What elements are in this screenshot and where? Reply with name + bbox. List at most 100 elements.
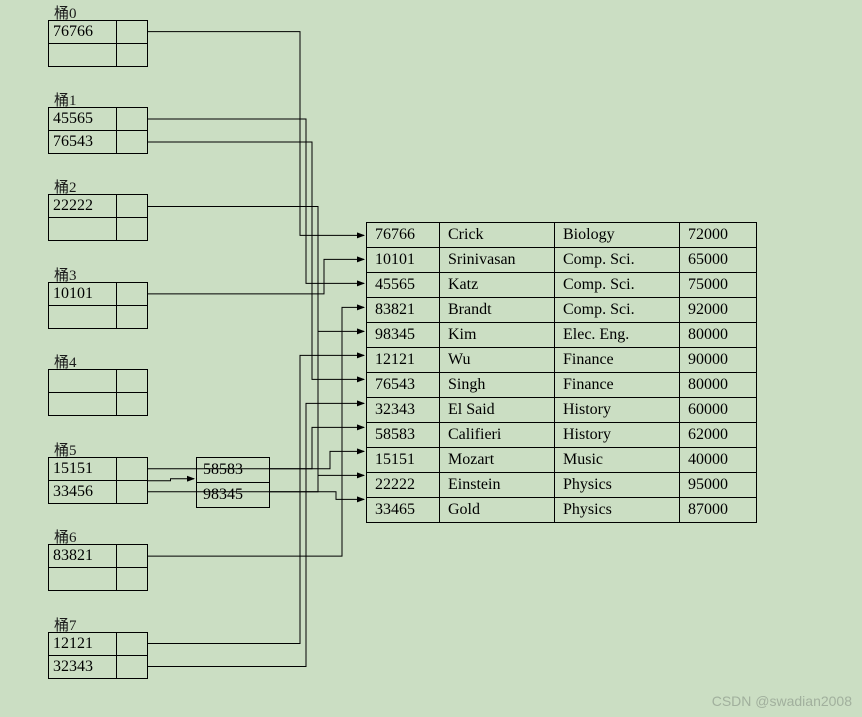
table-cell: 83821 — [367, 298, 440, 323]
bucket-key — [49, 393, 117, 415]
table-cell: El Said — [440, 398, 555, 423]
pointer-arrow — [147, 259, 364, 294]
table-cell: Comp. Sci. — [555, 298, 680, 323]
table-cell: 90000 — [680, 348, 757, 373]
table-cell: Physics — [555, 498, 680, 523]
table-cell: 60000 — [680, 398, 757, 423]
table-cell: 98345 — [367, 323, 440, 348]
table-cell: Elec. Eng. — [555, 323, 680, 348]
bucket-pointer-cell — [117, 633, 147, 655]
table-cell: Katz — [440, 273, 555, 298]
table-cell: 72000 — [680, 223, 757, 248]
table-cell: 15151 — [367, 448, 440, 473]
bucket-key — [49, 370, 117, 392]
bucket-pointer-cell — [117, 393, 147, 415]
bucket-pointer-cell — [117, 131, 147, 153]
bucket-key: 33456 — [49, 481, 117, 503]
table-cell: History — [555, 423, 680, 448]
table-cell: Comp. Sci. — [555, 248, 680, 273]
table-cell: 40000 — [680, 448, 757, 473]
table-cell: 62000 — [680, 423, 757, 448]
table-cell: Gold — [440, 498, 555, 523]
table-row: 98345KimElec. Eng.80000 — [367, 323, 757, 348]
table-row: 15151MozartMusic40000 — [367, 448, 757, 473]
table-cell: Biology — [555, 223, 680, 248]
bucket-key: 76543 — [49, 131, 117, 153]
table-cell: Crick — [440, 223, 555, 248]
bucket-key: 83821 — [49, 545, 117, 567]
table-cell: Califieri — [440, 423, 555, 448]
pointer-arrow — [147, 32, 364, 236]
bucket: 10101 — [48, 282, 148, 329]
bucket: 83821 — [48, 544, 148, 591]
table-cell: Wu — [440, 348, 555, 373]
table-cell: 12121 — [367, 348, 440, 373]
bucket: 1212132343 — [48, 632, 148, 679]
table-cell: 80000 — [680, 323, 757, 348]
table-cell: 92000 — [680, 298, 757, 323]
table-cell: 65000 — [680, 248, 757, 273]
table-cell: Mozart — [440, 448, 555, 473]
bucket: 1515133456 — [48, 457, 148, 504]
table-cell: 45565 — [367, 273, 440, 298]
data-table: 76766CrickBiology7200010101SrinivasanCom… — [366, 222, 757, 523]
table-cell: 22222 — [367, 473, 440, 498]
table-cell: 76543 — [367, 373, 440, 398]
overflow-key: 58583 — [197, 458, 269, 483]
bucket-key: 22222 — [49, 195, 117, 217]
bucket-pointer-cell — [117, 218, 147, 240]
bucket-key: 12121 — [49, 633, 117, 655]
watermark: CSDN @swadian2008 — [712, 693, 852, 709]
pointer-arrow — [147, 119, 364, 283]
table-cell: Srinivasan — [440, 248, 555, 273]
bucket-key: 45565 — [49, 108, 117, 130]
bucket-key — [49, 218, 117, 240]
table-cell: Brandt — [440, 298, 555, 323]
table-row: 58583CalifieriHistory62000 — [367, 423, 757, 448]
pointer-arrow — [147, 403, 364, 666]
pointer-arrow — [147, 307, 364, 556]
pointer-arrow — [147, 142, 364, 379]
bucket-key — [49, 44, 117, 66]
table-row: 45565KatzComp. Sci.75000 — [367, 273, 757, 298]
table-cell: 87000 — [680, 498, 757, 523]
table-row: 76766CrickBiology72000 — [367, 223, 757, 248]
bucket: 22222 — [48, 194, 148, 241]
table-cell: 10101 — [367, 248, 440, 273]
table-row: 76543SinghFinance80000 — [367, 373, 757, 398]
table-row: 32343El SaidHistory60000 — [367, 398, 757, 423]
bucket: 4556576543 — [48, 107, 148, 154]
bucket-key — [49, 568, 117, 590]
table-cell: Finance — [555, 373, 680, 398]
bucket-pointer-cell — [117, 283, 147, 305]
bucket: 76766 — [48, 20, 148, 67]
table-cell: 95000 — [680, 473, 757, 498]
table-cell: 76766 — [367, 223, 440, 248]
bucket-pointer-cell — [117, 568, 147, 590]
table-cell: 80000 — [680, 373, 757, 398]
table-cell: Finance — [555, 348, 680, 373]
overflow-bucket: 5858398345 — [196, 457, 270, 508]
bucket-pointer-cell — [117, 21, 147, 43]
table-cell: Kim — [440, 323, 555, 348]
bucket-key: 76766 — [49, 21, 117, 43]
table-row: 83821BrandtComp. Sci.92000 — [367, 298, 757, 323]
bucket-key — [49, 306, 117, 328]
bucket — [48, 369, 148, 416]
bucket-key: 10101 — [49, 283, 117, 305]
table-row: 33465GoldPhysics87000 — [367, 498, 757, 523]
bucket-pointer-cell — [117, 306, 147, 328]
table-cell: 33465 — [367, 498, 440, 523]
pointer-arrow — [147, 479, 194, 481]
table-row: 12121WuFinance90000 — [367, 348, 757, 373]
table-cell: Comp. Sci. — [555, 273, 680, 298]
pointer-arrow — [147, 206, 364, 475]
bucket-key: 32343 — [49, 656, 117, 678]
table-row: 10101SrinivasanComp. Sci.65000 — [367, 248, 757, 273]
table-cell: 75000 — [680, 273, 757, 298]
bucket-pointer-cell — [117, 656, 147, 678]
overflow-key: 98345 — [197, 483, 269, 507]
table-row: 22222EinsteinPhysics95000 — [367, 473, 757, 498]
table-cell: Einstein — [440, 473, 555, 498]
bucket-pointer-cell — [117, 545, 147, 567]
